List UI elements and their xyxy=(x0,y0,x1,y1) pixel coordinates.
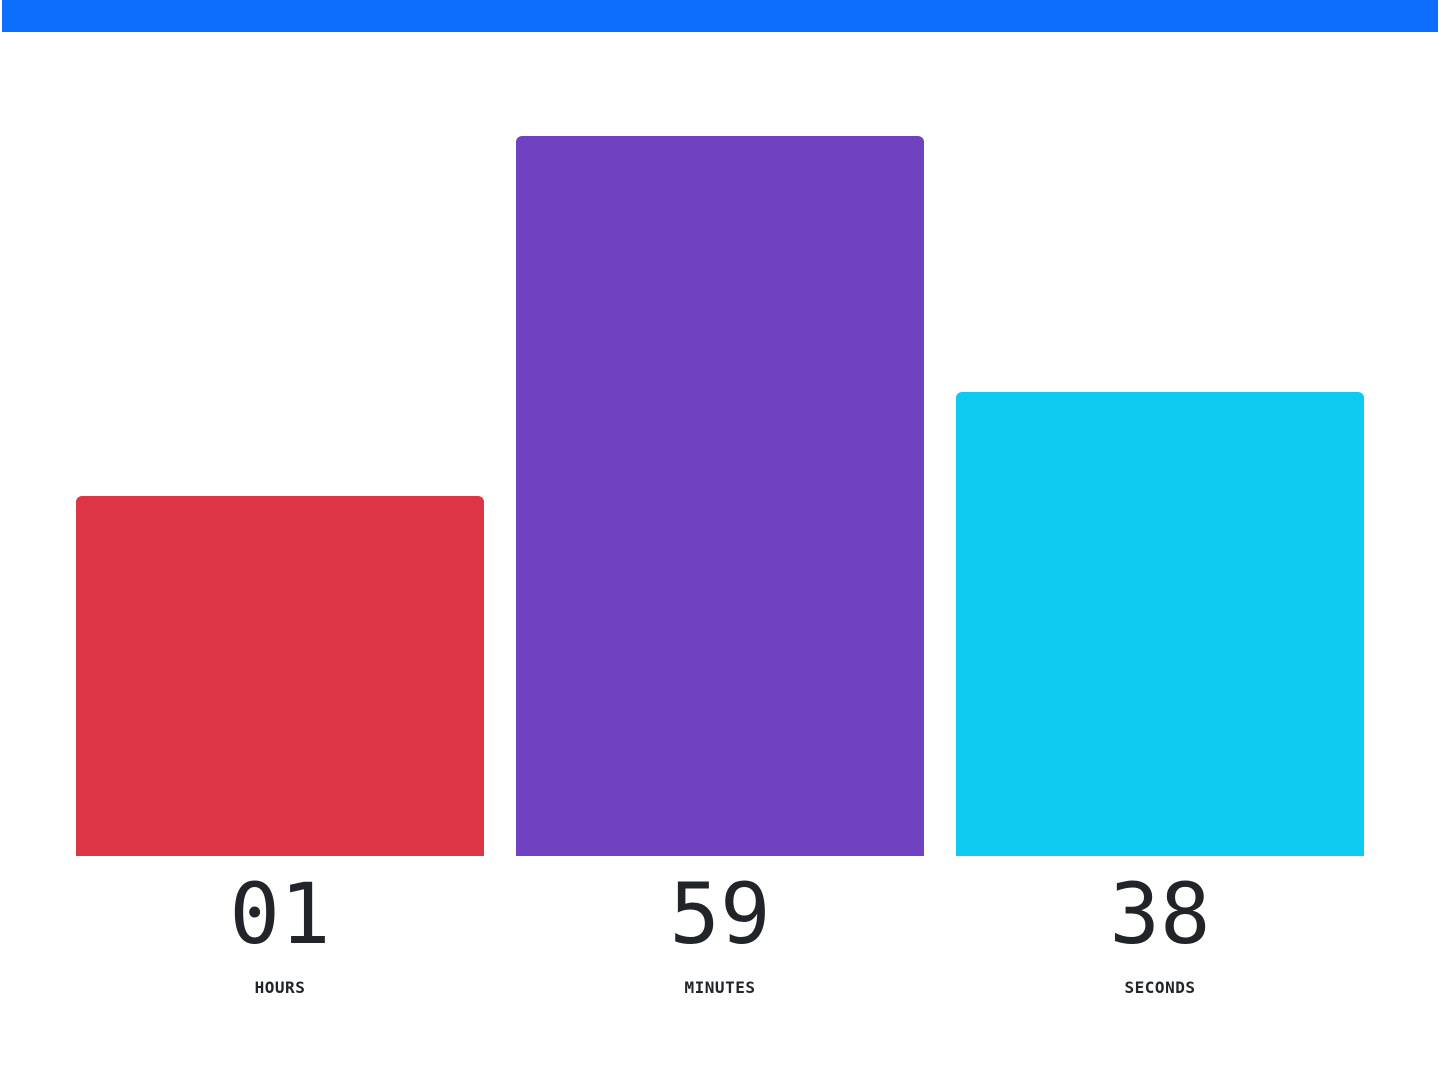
seconds-value: 38 xyxy=(1109,865,1211,963)
hours-value: 01 xyxy=(229,865,331,963)
hours-column: 01 HOURS xyxy=(76,0,484,1080)
minutes-value: 59 xyxy=(669,865,771,963)
top-progress-bar xyxy=(2,0,1438,32)
hours-label: HOURS xyxy=(254,978,306,997)
seconds-column: 38 SECONDS xyxy=(956,0,1364,1080)
seconds-bar xyxy=(956,392,1364,856)
hours-bar xyxy=(76,496,484,856)
minutes-label: MINUTES xyxy=(684,978,756,997)
seconds-label: SECONDS xyxy=(1124,978,1196,997)
minutes-column: 59 MINUTES xyxy=(516,0,924,1080)
minutes-bar xyxy=(516,136,924,856)
